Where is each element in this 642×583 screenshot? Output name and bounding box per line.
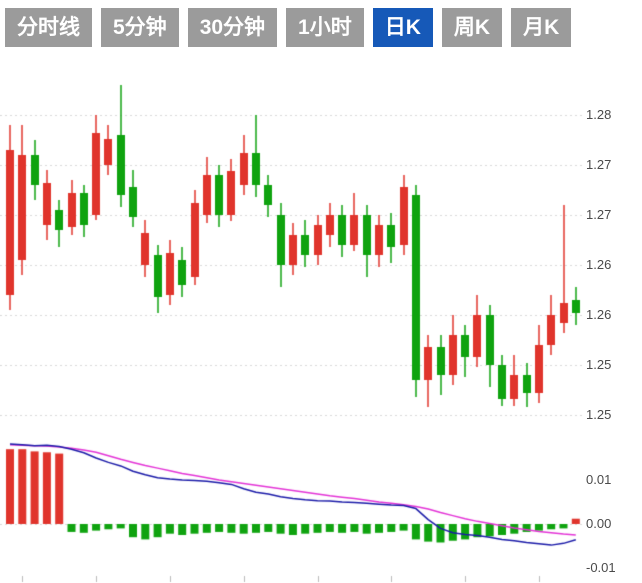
tab-timeshare[interactable]: 分时线: [5, 8, 92, 47]
timeframe-tabbar: 分时线 5分钟 30分钟 1小时 日K 周K 月K: [5, 8, 572, 47]
tab-monthly-k[interactable]: 月K: [511, 8, 572, 47]
tab-30min[interactable]: 30分钟: [187, 8, 278, 47]
price-axis-label: 1.26: [586, 257, 612, 272]
tab-1hour[interactable]: 1小时: [286, 8, 364, 47]
indicator-axis-label: -0.01: [586, 560, 616, 575]
price-axis-label: 1.25: [586, 407, 612, 422]
tab-daily-k[interactable]: 日K: [372, 8, 433, 47]
indicator-axis-label: 0.00: [586, 516, 612, 531]
price-axis-label: 1.27: [586, 157, 612, 172]
tab-weekly-k[interactable]: 周K: [441, 8, 503, 47]
tab-5min[interactable]: 5分钟: [101, 8, 179, 47]
indicator-axis-label: 0.01: [586, 472, 612, 487]
price-axis-label: 1.27: [586, 207, 612, 222]
kline-chart-canvas[interactable]: [0, 50, 642, 583]
price-axis-label: 1.26: [586, 307, 612, 322]
price-axis-label: 1.25: [586, 357, 612, 372]
price-axis-label: 1.28: [586, 107, 612, 122]
